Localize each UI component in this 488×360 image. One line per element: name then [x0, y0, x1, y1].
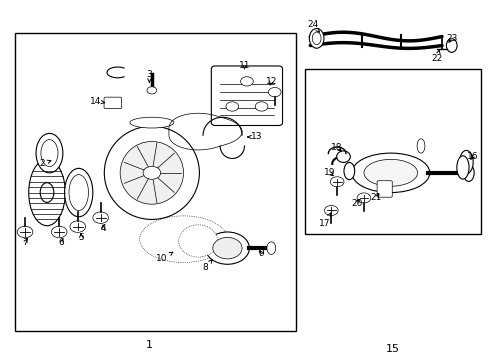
- Ellipse shape: [456, 156, 468, 179]
- Text: 5: 5: [78, 233, 84, 242]
- Circle shape: [268, 87, 281, 97]
- FancyBboxPatch shape: [211, 66, 282, 126]
- Ellipse shape: [64, 168, 93, 217]
- Text: 2: 2: [39, 159, 51, 168]
- Text: 14: 14: [90, 96, 104, 105]
- Ellipse shape: [130, 117, 173, 128]
- FancyBboxPatch shape: [376, 181, 391, 197]
- Ellipse shape: [463, 164, 473, 181]
- Text: 24: 24: [306, 19, 319, 32]
- Ellipse shape: [459, 150, 472, 174]
- Circle shape: [324, 206, 337, 216]
- Ellipse shape: [69, 175, 88, 211]
- Ellipse shape: [312, 32, 321, 45]
- Circle shape: [225, 102, 238, 111]
- Ellipse shape: [351, 153, 429, 193]
- Circle shape: [330, 177, 343, 187]
- Text: 20: 20: [350, 199, 362, 208]
- Text: 7: 7: [22, 238, 28, 247]
- Bar: [15, 33, 295, 330]
- Circle shape: [51, 226, 67, 238]
- Text: 1: 1: [145, 340, 153, 350]
- Circle shape: [93, 212, 108, 224]
- Bar: [305, 69, 480, 234]
- Text: 13: 13: [247, 132, 262, 141]
- Text: 4: 4: [100, 224, 106, 233]
- Text: 19: 19: [324, 168, 335, 177]
- Ellipse shape: [416, 139, 424, 153]
- Ellipse shape: [336, 151, 349, 162]
- Circle shape: [240, 77, 253, 86]
- Text: 8: 8: [202, 260, 212, 273]
- Text: 21: 21: [370, 193, 381, 202]
- Ellipse shape: [36, 134, 63, 173]
- Text: 17: 17: [319, 213, 330, 228]
- Ellipse shape: [29, 159, 65, 226]
- Ellipse shape: [363, 159, 417, 186]
- Text: 15: 15: [386, 343, 399, 354]
- Ellipse shape: [104, 126, 199, 220]
- Text: 23: 23: [445, 34, 456, 43]
- Text: 18: 18: [331, 143, 342, 152]
- Text: 11: 11: [238, 61, 250, 70]
- Ellipse shape: [40, 183, 54, 202]
- Circle shape: [255, 102, 267, 111]
- Circle shape: [70, 221, 85, 232]
- Text: 22: 22: [430, 50, 442, 63]
- Text: 3: 3: [146, 70, 152, 82]
- FancyBboxPatch shape: [104, 97, 122, 109]
- Text: 9: 9: [258, 249, 264, 258]
- Text: 10: 10: [156, 252, 173, 264]
- Circle shape: [17, 226, 33, 238]
- Ellipse shape: [212, 237, 242, 259]
- Ellipse shape: [309, 28, 324, 48]
- Ellipse shape: [446, 39, 456, 52]
- Circle shape: [143, 166, 160, 179]
- Ellipse shape: [205, 232, 249, 264]
- Circle shape: [356, 193, 370, 203]
- Ellipse shape: [343, 162, 354, 180]
- Ellipse shape: [178, 225, 217, 257]
- Text: 6: 6: [59, 238, 64, 247]
- Ellipse shape: [120, 141, 183, 204]
- Text: 12: 12: [265, 77, 276, 86]
- Ellipse shape: [147, 87, 157, 94]
- Ellipse shape: [41, 140, 58, 167]
- Ellipse shape: [266, 242, 275, 255]
- Text: 16: 16: [466, 152, 477, 161]
